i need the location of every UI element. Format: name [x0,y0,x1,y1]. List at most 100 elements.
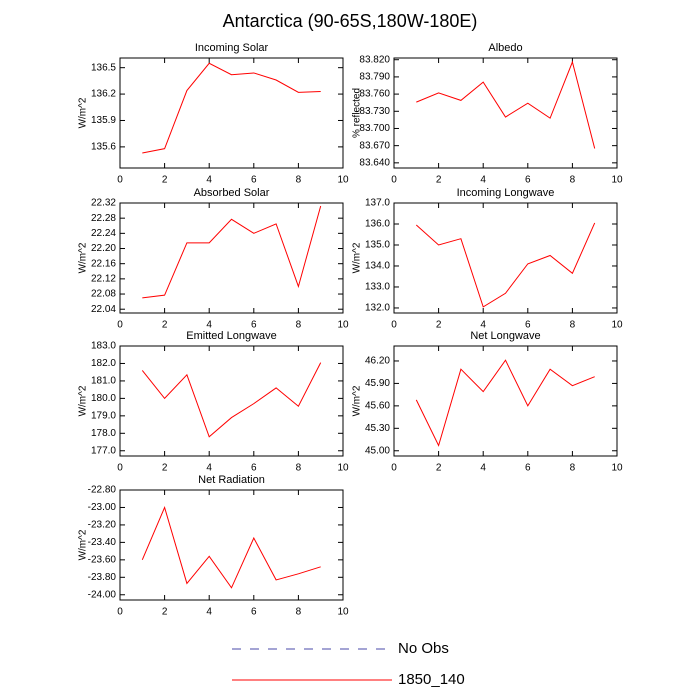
y-tick-label: 137.0 [365,198,390,209]
plot-frame [393,345,618,457]
y-tick-label: 178.0 [91,428,116,439]
x-tick-label: 6 [251,320,257,331]
y-axis-label: W/m^2 [78,385,89,416]
x-tick-label: 4 [206,320,212,331]
x-tick-label: 2 [162,175,168,186]
y-tick-label: 83.790 [359,72,390,83]
legend-label: 1850_140 [398,671,465,688]
y-axis-label: W/m^2 [352,242,363,273]
data-line [142,62,321,154]
y-tick-label: 179.0 [91,410,116,421]
x-tick-label: 2 [436,175,442,186]
x-tick-label: 6 [251,175,257,186]
x-tick-label: 2 [436,463,442,474]
y-tick-label: -23.00 [88,502,117,513]
x-tick-label: 6 [251,463,257,474]
y-tick-label: 182.0 [91,358,116,369]
data-line [416,60,596,149]
x-tick-label: 2 [162,607,168,618]
y-tick-label: 22.20 [91,243,116,254]
x-tick-label: 0 [117,463,123,474]
y-tick-label: -23.60 [88,554,117,565]
x-tick-label: 8 [570,175,576,186]
x-tick-label: 6 [525,463,531,474]
x-tick-label: 4 [480,463,486,474]
x-tick-label: 2 [162,463,168,474]
y-tick-label: 135.6 [91,142,116,153]
figure-title: Antarctica (90-65S,180W-180E) [223,11,478,31]
plot-frame [393,202,618,314]
y-tick-label: 136.0 [365,219,390,230]
panel-title: Net Radiation [198,474,265,486]
data-line [142,205,322,299]
panel-title: Incoming Longwave [457,187,555,199]
y-tick-label: -23.80 [88,572,117,583]
y-tick-label: 132.0 [365,303,390,314]
x-tick-label: 2 [162,320,168,331]
x-tick-label: 10 [611,175,623,186]
x-tick-label: 4 [480,175,486,186]
x-tick-label: 8 [296,463,302,474]
y-tick-label: 22.12 [91,274,116,285]
y-tick-label: 180.0 [91,393,116,404]
y-tick-label: -23.20 [88,520,117,531]
y-tick-label: 45.00 [365,445,390,456]
panel-title: Albedo [488,42,522,54]
y-tick-label: 183.0 [91,341,116,352]
y-axis-label: % reflected [352,88,363,138]
x-tick-label: 4 [206,175,212,186]
legend-label: No Obs [398,640,449,657]
y-tick-label: 134.0 [365,261,390,272]
y-tick-label: 83.730 [359,106,390,117]
y-tick-label: 83.760 [359,89,390,100]
y-tick-label: 22.28 [91,213,116,224]
y-tick-label: -23.40 [88,537,117,548]
y-tick-label: 136.5 [91,62,116,73]
y-tick-label: 22.16 [91,258,116,269]
y-tick-label: 45.90 [365,378,390,389]
panel-title: Incoming Solar [195,42,269,54]
data-line [415,222,596,308]
y-tick-label: 83.820 [359,54,390,65]
y-axis-label: W/m^2 [78,97,89,128]
x-tick-label: 0 [391,463,397,474]
x-tick-label: 8 [570,320,576,331]
y-tick-label: 83.640 [359,157,390,168]
y-tick-label: 135.0 [365,240,390,251]
plot-frame [393,57,618,169]
y-tick-label: 83.670 [359,140,390,151]
x-tick-label: 10 [337,607,349,618]
y-tick-label: 22.08 [91,289,116,300]
x-tick-label: 0 [391,320,397,331]
y-tick-label: 45.30 [365,423,390,434]
x-tick-label: 8 [296,175,302,186]
plot-frame [119,57,344,169]
x-tick-label: 6 [525,320,531,331]
y-tick-label: 133.0 [365,282,390,293]
y-axis-label: W/m^2 [352,385,363,416]
x-tick-label: 6 [251,607,257,618]
y-axis-label: W/m^2 [78,242,89,273]
x-tick-label: 10 [337,175,349,186]
panel-title: Emitted Longwave [186,330,277,342]
x-tick-label: 10 [337,320,349,331]
x-tick-label: 10 [337,463,349,474]
x-tick-label: 4 [206,463,212,474]
y-tick-label: 177.0 [91,445,116,456]
data-line [415,359,595,447]
x-tick-label: 0 [391,175,397,186]
y-tick-label: 83.700 [359,123,390,134]
y-tick-label: 45.60 [365,401,390,412]
x-tick-label: 0 [117,175,123,186]
y-tick-label: -24.00 [88,589,117,600]
y-tick-label: 135.9 [91,115,116,126]
panel-title: Absorbed Solar [194,187,270,199]
x-tick-label: 0 [117,320,123,331]
y-axis-label: W/m^2 [78,529,89,560]
data-line [141,362,322,438]
x-tick-label: 6 [525,175,531,186]
plot-frame [119,202,344,314]
x-tick-label: 2 [436,320,442,331]
x-tick-label: 8 [296,320,302,331]
